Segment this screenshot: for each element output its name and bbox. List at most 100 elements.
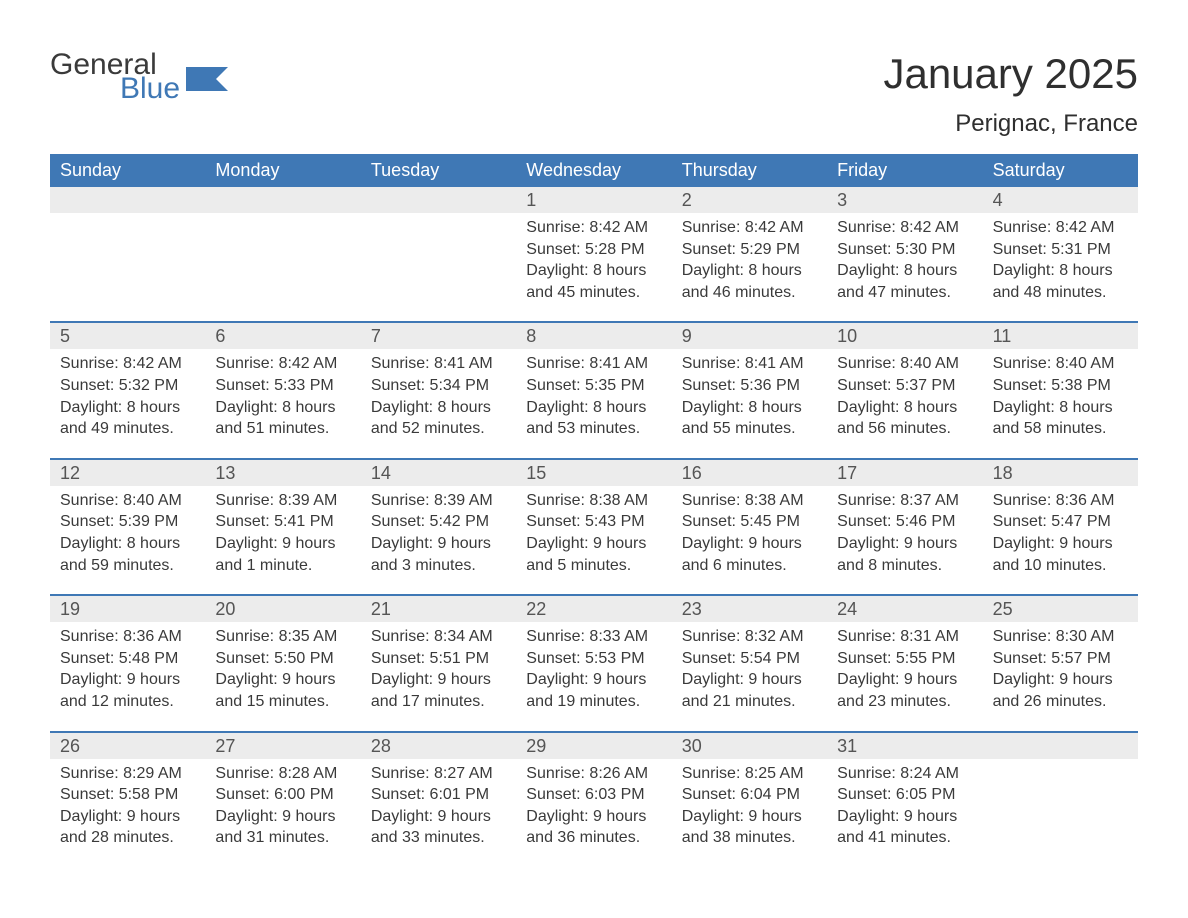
- calendar: Sunday Monday Tuesday Wednesday Thursday…: [50, 154, 1138, 867]
- daylight2-text: and 5 minutes.: [526, 555, 661, 577]
- weekday-sat: Saturday: [983, 154, 1138, 187]
- sunrise-text: Sunrise: 8:40 AM: [993, 353, 1128, 375]
- daylight2-text: and 21 minutes.: [682, 691, 817, 713]
- day-cell: Sunrise: 8:30 AMSunset: 5:57 PMDaylight:…: [983, 622, 1138, 730]
- daylight1-text: Daylight: 8 hours: [60, 397, 195, 419]
- daylight2-text: and 31 minutes.: [215, 827, 350, 849]
- day-number: [361, 187, 516, 213]
- sunrise-text: Sunrise: 8:35 AM: [215, 626, 350, 648]
- sunrise-text: Sunrise: 8:24 AM: [837, 763, 972, 785]
- daylight2-text: and 46 minutes.: [682, 282, 817, 304]
- week-row: Sunrise: 8:42 AMSunset: 5:32 PMDaylight:…: [50, 349, 1138, 457]
- daylight1-text: Daylight: 9 hours: [993, 533, 1128, 555]
- daylight2-text: and 26 minutes.: [993, 691, 1128, 713]
- day-number: 5: [50, 323, 205, 349]
- day-cell: Sunrise: 8:41 AMSunset: 5:36 PMDaylight:…: [672, 349, 827, 457]
- weekday-sun: Sunday: [50, 154, 205, 187]
- daylight1-text: Daylight: 9 hours: [837, 806, 972, 828]
- day-cell: Sunrise: 8:29 AMSunset: 5:58 PMDaylight:…: [50, 759, 205, 867]
- daylight1-text: Daylight: 9 hours: [682, 669, 817, 691]
- logo-text: General Blue: [50, 50, 180, 104]
- sunset-text: Sunset: 5:35 PM: [526, 375, 661, 397]
- sunset-text: Sunset: 5:58 PM: [60, 784, 195, 806]
- weekday-tue: Tuesday: [361, 154, 516, 187]
- daynum-row: 567891011: [50, 321, 1138, 349]
- logo-word-blue: Blue: [120, 74, 180, 104]
- daylight2-text: and 3 minutes.: [371, 555, 506, 577]
- sunrise-text: Sunrise: 8:41 AM: [682, 353, 817, 375]
- day-cell: Sunrise: 8:42 AMSunset: 5:29 PMDaylight:…: [672, 213, 827, 321]
- daylight1-text: Daylight: 8 hours: [215, 397, 350, 419]
- day-number: 14: [361, 460, 516, 486]
- day-number: 8: [516, 323, 671, 349]
- day-cell: Sunrise: 8:39 AMSunset: 5:42 PMDaylight:…: [361, 486, 516, 594]
- week-row: Sunrise: 8:40 AMSunset: 5:39 PMDaylight:…: [50, 486, 1138, 594]
- month-title: January 2025: [883, 50, 1138, 98]
- sunset-text: Sunset: 5:31 PM: [993, 239, 1128, 261]
- daylight2-text: and 1 minute.: [215, 555, 350, 577]
- day-number: 4: [983, 187, 1138, 213]
- daylight1-text: Daylight: 8 hours: [993, 260, 1128, 282]
- daylight1-text: Daylight: 9 hours: [837, 669, 972, 691]
- day-cell: [361, 213, 516, 321]
- daylight1-text: Daylight: 8 hours: [837, 397, 972, 419]
- day-cell: Sunrise: 8:40 AMSunset: 5:38 PMDaylight:…: [983, 349, 1138, 457]
- sunrise-text: Sunrise: 8:39 AM: [215, 490, 350, 512]
- daylight2-text: and 8 minutes.: [837, 555, 972, 577]
- daylight1-text: Daylight: 9 hours: [215, 669, 350, 691]
- sunset-text: Sunset: 5:53 PM: [526, 648, 661, 670]
- sunset-text: Sunset: 5:41 PM: [215, 511, 350, 533]
- daylight1-text: Daylight: 9 hours: [837, 533, 972, 555]
- day-cell: Sunrise: 8:37 AMSunset: 5:46 PMDaylight:…: [827, 486, 982, 594]
- day-number: 7: [361, 323, 516, 349]
- day-cell: Sunrise: 8:32 AMSunset: 5:54 PMDaylight:…: [672, 622, 827, 730]
- sunrise-text: Sunrise: 8:29 AM: [60, 763, 195, 785]
- sunset-text: Sunset: 6:01 PM: [371, 784, 506, 806]
- daylight1-text: Daylight: 9 hours: [215, 806, 350, 828]
- daylight1-text: Daylight: 8 hours: [526, 397, 661, 419]
- logo: General Blue: [50, 50, 228, 104]
- day-number: 1: [516, 187, 671, 213]
- sunrise-text: Sunrise: 8:34 AM: [371, 626, 506, 648]
- weekday-mon: Monday: [205, 154, 360, 187]
- sunrise-text: Sunrise: 8:37 AM: [837, 490, 972, 512]
- day-number: 10: [827, 323, 982, 349]
- day-number: 23: [672, 596, 827, 622]
- daylight2-text: and 28 minutes.: [60, 827, 195, 849]
- daynum-row: 19202122232425: [50, 594, 1138, 622]
- daylight2-text: and 33 minutes.: [371, 827, 506, 849]
- daylight2-text: and 36 minutes.: [526, 827, 661, 849]
- day-number: 24: [827, 596, 982, 622]
- sunset-text: Sunset: 5:45 PM: [682, 511, 817, 533]
- sunrise-text: Sunrise: 8:25 AM: [682, 763, 817, 785]
- day-number: 16: [672, 460, 827, 486]
- daylight1-text: Daylight: 9 hours: [215, 533, 350, 555]
- sunrise-text: Sunrise: 8:30 AM: [993, 626, 1128, 648]
- sunset-text: Sunset: 5:37 PM: [837, 375, 972, 397]
- day-number: 21: [361, 596, 516, 622]
- daylight1-text: Daylight: 9 hours: [526, 806, 661, 828]
- daynum-row: 1234: [50, 187, 1138, 213]
- daylight2-text: and 52 minutes.: [371, 418, 506, 440]
- day-number: 20: [205, 596, 360, 622]
- day-cell: Sunrise: 8:42 AMSunset: 5:32 PMDaylight:…: [50, 349, 205, 457]
- daylight1-text: Daylight: 8 hours: [837, 260, 972, 282]
- logo-flag-icon: [186, 67, 228, 91]
- sunset-text: Sunset: 5:28 PM: [526, 239, 661, 261]
- sunrise-text: Sunrise: 8:41 AM: [526, 353, 661, 375]
- day-number: 30: [672, 733, 827, 759]
- sunset-text: Sunset: 5:42 PM: [371, 511, 506, 533]
- daylight1-text: Daylight: 9 hours: [60, 669, 195, 691]
- daylight2-text: and 49 minutes.: [60, 418, 195, 440]
- day-cell: Sunrise: 8:27 AMSunset: 6:01 PMDaylight:…: [361, 759, 516, 867]
- day-cell: Sunrise: 8:42 AMSunset: 5:33 PMDaylight:…: [205, 349, 360, 457]
- day-number: 22: [516, 596, 671, 622]
- daylight1-text: Daylight: 9 hours: [526, 669, 661, 691]
- sunrise-text: Sunrise: 8:27 AM: [371, 763, 506, 785]
- day-number: 28: [361, 733, 516, 759]
- day-number: 18: [983, 460, 1138, 486]
- daylight2-text: and 53 minutes.: [526, 418, 661, 440]
- day-cell: Sunrise: 8:42 AMSunset: 5:30 PMDaylight:…: [827, 213, 982, 321]
- daylight1-text: Daylight: 8 hours: [526, 260, 661, 282]
- day-cell: Sunrise: 8:40 AMSunset: 5:39 PMDaylight:…: [50, 486, 205, 594]
